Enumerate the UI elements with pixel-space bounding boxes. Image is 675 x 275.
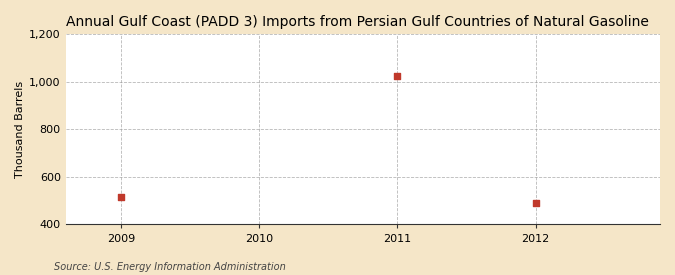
- Point: [115, 195, 126, 199]
- Point: [530, 201, 541, 205]
- Text: Source: U.S. Energy Information Administration: Source: U.S. Energy Information Administ…: [54, 262, 286, 272]
- Text: Annual Gulf Coast (PADD 3) Imports from Persian Gulf Countries of Natural Gasoli: Annual Gulf Coast (PADD 3) Imports from …: [65, 15, 649, 29]
- Point: [392, 74, 403, 78]
- Y-axis label: Thousand Barrels: Thousand Barrels: [15, 81, 25, 178]
